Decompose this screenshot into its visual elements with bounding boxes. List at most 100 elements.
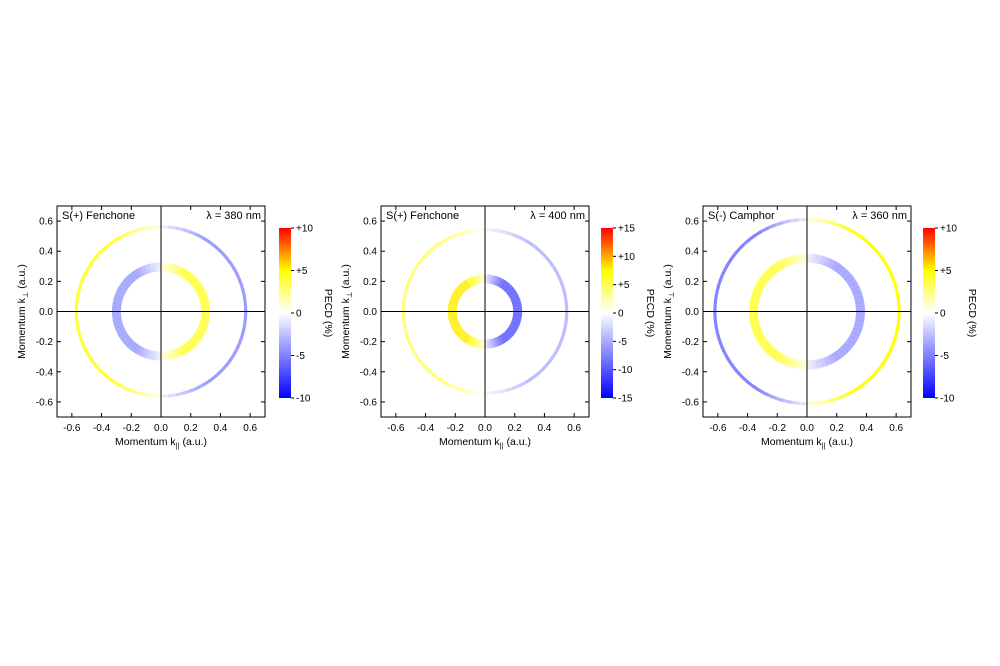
- ring-2: [749, 253, 865, 370]
- ring-segment: [458, 331, 468, 341]
- ring-segment: [76, 325, 81, 335]
- ring-segment: [822, 398, 833, 404]
- colorbar-tick-label: +10: [618, 252, 635, 263]
- wavelength-label: λ = 380 nm: [206, 210, 261, 222]
- ring-1: [401, 228, 569, 395]
- x-tick-label: -0.2: [769, 423, 787, 434]
- y-tick-label: 0.0: [39, 307, 53, 318]
- y-tick-label: -0.6: [682, 397, 700, 408]
- ring-segment: [492, 337, 499, 348]
- ring-segment: [186, 339, 197, 350]
- ring-segment: [136, 267, 145, 278]
- ring-segment: [509, 323, 519, 331]
- ring-segment: [462, 229, 472, 235]
- ring-segment: [402, 289, 408, 299]
- x-tick-label: 0.2: [184, 423, 198, 434]
- x-axis-title-main: Momentum k: [115, 436, 176, 448]
- ring-segment: [180, 344, 190, 354]
- ring-segment: [454, 327, 464, 336]
- ring-segment: [750, 324, 762, 332]
- ring-segment: [191, 279, 202, 289]
- x-tick-label: -0.4: [417, 423, 435, 434]
- ring-segment: [113, 321, 124, 329]
- ring-1: [74, 225, 248, 398]
- ring-segment: [854, 319, 865, 327]
- ring-segment: [496, 335, 504, 346]
- x-tick-label: 0.0: [154, 423, 168, 434]
- ring-segment: [174, 226, 184, 232]
- ring-segment: [189, 336, 199, 347]
- x-tick-label: 0.0: [800, 423, 814, 434]
- ring-segment: [454, 287, 464, 296]
- ring-segment: [769, 264, 779, 275]
- ring-segment: [116, 286, 127, 295]
- x-tick-label: 0.4: [537, 423, 551, 434]
- ring-segment: [714, 287, 720, 297]
- ring-segment: [851, 286, 862, 295]
- ring-segment: [508, 325, 518, 333]
- ring-segment: [177, 266, 186, 277]
- panel-3: -0.6 -0.4 -0.2 0.0 0.2 0.4 0.6 0.6 0.4 0.2 0.0 -0.2…: [662, 205, 978, 450]
- ring-segment: [782, 355, 791, 367]
- ring-segment: [114, 290, 125, 299]
- ring-segment: [504, 329, 514, 338]
- ring-segment: [451, 292, 461, 300]
- ring-segment: [713, 319, 719, 329]
- ring-segment: [463, 388, 472, 394]
- ring-segment: [193, 282, 204, 292]
- panel-2: -0.6 -0.4 -0.2 0.0 0.2 0.4 0.6 0.6 0.4 0.2 0.0 -0.2…: [340, 205, 656, 450]
- x-tick-label: 0.2: [830, 423, 844, 434]
- y-axis-title-sub: ⊥: [345, 291, 354, 298]
- ring-segment: [754, 282, 765, 292]
- colorbar-tick-label: +10: [940, 224, 957, 235]
- ring-segment: [754, 332, 765, 341]
- ring-segment: [831, 260, 841, 272]
- ring-segment: [814, 400, 825, 405]
- ring-segment: [498, 388, 508, 394]
- ring-segment: [126, 339, 136, 350]
- ring-segment: [195, 286, 206, 295]
- ring-segment: [448, 301, 458, 307]
- ring-segment: [448, 298, 459, 305]
- ring-segment: [823, 355, 833, 366]
- ring-segment: [819, 255, 827, 266]
- ring-segment: [112, 314, 122, 321]
- ring-segment: [894, 286, 900, 296]
- ring-segment: [849, 331, 860, 341]
- ring-segment: [823, 256, 832, 268]
- ring-segment: [170, 263, 178, 274]
- ring-segment: [844, 339, 855, 349]
- ring-segment: [777, 258, 787, 270]
- y-tick-label: 0.6: [363, 217, 377, 228]
- ring-segment: [120, 334, 131, 344]
- ring-segment: [401, 297, 407, 306]
- ring-segment: [786, 255, 795, 266]
- ring-segment: [183, 341, 193, 352]
- ring-segment: [174, 347, 183, 358]
- ring-segment: [782, 398, 793, 404]
- x-axis-title: Momentum k|| (a.u.): [115, 436, 207, 450]
- ring-segment: [750, 291, 761, 300]
- x-tick-label: -0.6: [63, 423, 81, 434]
- ring-segment: [781, 219, 792, 225]
- ring-segment: [796, 359, 804, 370]
- ring-segment: [502, 282, 512, 292]
- panel-1: -0.6 -0.4 -0.2 0.0 0.2 0.4 0.6 0.6 0.4 0.2 0.0 -0.2…: [16, 205, 334, 450]
- ring-segment: [174, 265, 182, 276]
- ring-segment: [200, 302, 210, 309]
- ring-segment: [773, 261, 783, 272]
- ring-segment: [144, 349, 152, 360]
- ring-segment: [197, 290, 208, 298]
- colorbar-title: PECD (%): [644, 289, 656, 337]
- colorbar-gradient: [923, 228, 935, 398]
- ring-segment: [472, 337, 479, 348]
- ring-segment: [821, 219, 832, 225]
- colorbar-tick-label: -15: [618, 394, 633, 405]
- ring-segment: [132, 269, 142, 279]
- x-axis-title: Momentum k|| (a.u.): [761, 436, 853, 450]
- ring-segment: [138, 391, 148, 397]
- ring-segment: [118, 331, 129, 341]
- ring-segment: [895, 294, 901, 304]
- y-axis-title: Momentum k⊥ (a.u.): [16, 264, 30, 359]
- ring-segment: [183, 271, 193, 281]
